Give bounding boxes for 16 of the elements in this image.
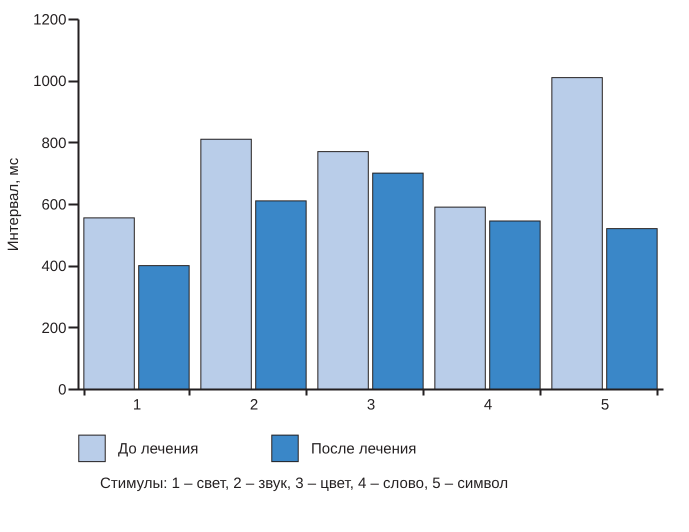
y-tick-label: 0 <box>58 382 66 398</box>
legend-label: До лечения <box>118 440 198 458</box>
x-tick-label: 2 <box>250 396 258 414</box>
y-axis-title: Интервал, мс <box>5 157 22 252</box>
x-tick-label: 4 <box>484 396 492 414</box>
x-tick-label: 5 <box>600 396 610 414</box>
y-tick-label: 200 <box>41 320 66 337</box>
text: Стимулы: 1 – свет, 2 – звук, 3 – цвет, 4 – слово, 5 – символ <box>100 475 510 492</box>
legend-label: После лечения <box>311 440 416 458</box>
x-tick-label: 3 <box>366 396 376 414</box>
x-tick-label: 1 <box>132 396 142 414</box>
y-tick-label: 800 <box>41 134 66 152</box>
y-tick-label: 600 <box>41 196 66 214</box>
y-tick-label: 400 <box>41 258 66 276</box>
y-tick-label: 1200 <box>33 12 66 28</box>
y-tick-label: 1000 <box>33 73 66 90</box>
